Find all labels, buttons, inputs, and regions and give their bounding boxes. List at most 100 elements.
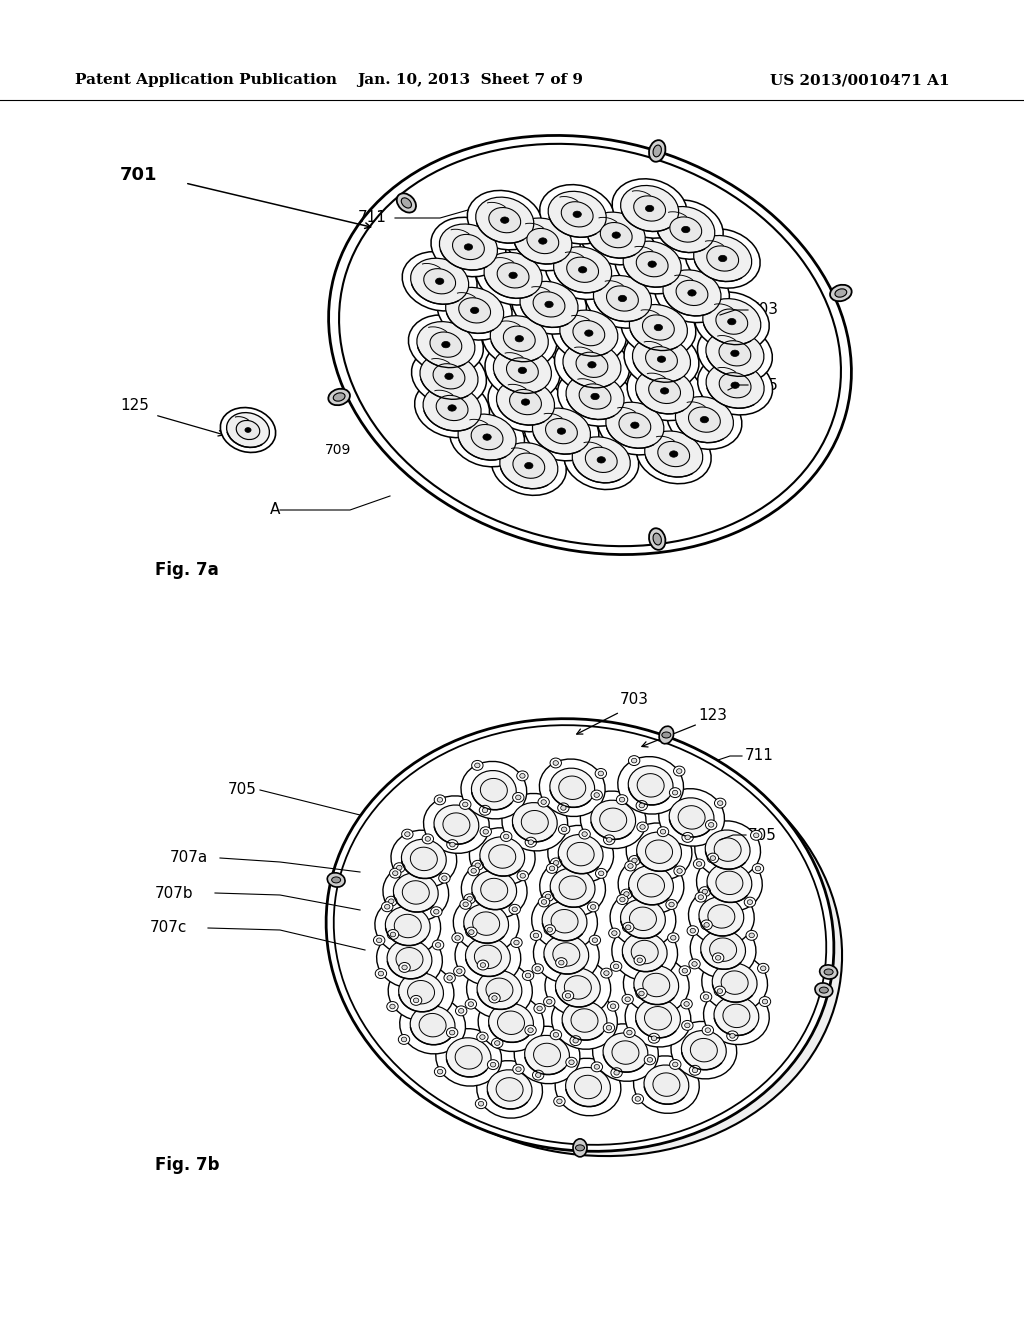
Ellipse shape xyxy=(657,826,669,837)
Ellipse shape xyxy=(707,362,764,408)
Ellipse shape xyxy=(631,940,658,964)
Ellipse shape xyxy=(629,866,674,904)
Ellipse shape xyxy=(597,396,673,455)
Ellipse shape xyxy=(542,902,587,941)
Ellipse shape xyxy=(485,341,560,400)
Ellipse shape xyxy=(457,969,462,973)
Ellipse shape xyxy=(504,834,509,838)
Ellipse shape xyxy=(420,354,478,400)
Ellipse shape xyxy=(520,281,579,327)
Ellipse shape xyxy=(521,810,548,834)
Ellipse shape xyxy=(653,145,662,157)
Ellipse shape xyxy=(648,261,656,268)
Ellipse shape xyxy=(625,990,691,1047)
Ellipse shape xyxy=(681,1031,726,1069)
Ellipse shape xyxy=(455,928,521,986)
Ellipse shape xyxy=(540,185,614,244)
Ellipse shape xyxy=(414,998,419,1003)
Ellipse shape xyxy=(666,899,677,909)
Ellipse shape xyxy=(399,962,411,973)
Ellipse shape xyxy=(702,298,761,345)
Ellipse shape xyxy=(607,1002,618,1011)
Ellipse shape xyxy=(586,447,617,473)
Ellipse shape xyxy=(600,223,632,248)
Ellipse shape xyxy=(411,847,437,871)
Ellipse shape xyxy=(727,1031,738,1040)
Ellipse shape xyxy=(703,994,709,999)
Ellipse shape xyxy=(591,904,596,909)
Ellipse shape xyxy=(657,441,689,467)
Ellipse shape xyxy=(532,408,591,454)
Ellipse shape xyxy=(422,834,433,843)
Ellipse shape xyxy=(579,206,653,265)
Ellipse shape xyxy=(572,321,605,346)
Ellipse shape xyxy=(484,252,542,298)
Ellipse shape xyxy=(581,791,646,849)
Ellipse shape xyxy=(446,975,453,981)
Ellipse shape xyxy=(446,1038,492,1077)
Ellipse shape xyxy=(671,1022,736,1078)
Ellipse shape xyxy=(453,235,484,260)
Ellipse shape xyxy=(394,915,421,937)
Ellipse shape xyxy=(762,999,768,1005)
Ellipse shape xyxy=(612,1041,639,1064)
Ellipse shape xyxy=(608,928,621,939)
Ellipse shape xyxy=(639,803,644,808)
Ellipse shape xyxy=(636,800,647,810)
Ellipse shape xyxy=(624,956,689,1014)
Ellipse shape xyxy=(398,1035,410,1044)
Ellipse shape xyxy=(480,779,507,801)
Ellipse shape xyxy=(624,242,681,288)
Ellipse shape xyxy=(674,766,685,776)
Ellipse shape xyxy=(444,374,454,379)
Ellipse shape xyxy=(404,832,410,837)
Ellipse shape xyxy=(412,347,486,407)
Ellipse shape xyxy=(462,862,527,919)
Ellipse shape xyxy=(603,1034,648,1072)
Ellipse shape xyxy=(694,292,769,351)
Ellipse shape xyxy=(618,413,651,438)
Ellipse shape xyxy=(697,355,772,414)
Ellipse shape xyxy=(551,909,578,933)
Ellipse shape xyxy=(463,803,468,807)
Ellipse shape xyxy=(392,871,398,875)
Ellipse shape xyxy=(548,825,613,883)
Ellipse shape xyxy=(557,428,565,434)
Ellipse shape xyxy=(620,797,625,803)
Ellipse shape xyxy=(574,1076,601,1098)
Ellipse shape xyxy=(696,862,701,866)
Ellipse shape xyxy=(625,997,631,1002)
Ellipse shape xyxy=(540,859,605,916)
Ellipse shape xyxy=(567,842,594,866)
Ellipse shape xyxy=(669,902,674,907)
Ellipse shape xyxy=(547,999,552,1005)
Ellipse shape xyxy=(432,940,443,950)
Text: Fig. 7b: Fig. 7b xyxy=(155,1156,219,1173)
Ellipse shape xyxy=(554,1097,565,1106)
Ellipse shape xyxy=(512,803,557,842)
Ellipse shape xyxy=(460,899,471,909)
Ellipse shape xyxy=(477,960,488,970)
Ellipse shape xyxy=(447,405,457,411)
Ellipse shape xyxy=(245,428,251,433)
Ellipse shape xyxy=(589,935,601,945)
Ellipse shape xyxy=(463,902,468,907)
Ellipse shape xyxy=(637,822,648,832)
Ellipse shape xyxy=(706,1028,711,1032)
Ellipse shape xyxy=(375,969,387,978)
Ellipse shape xyxy=(579,829,590,840)
Ellipse shape xyxy=(450,1030,455,1035)
Ellipse shape xyxy=(676,280,708,305)
Ellipse shape xyxy=(673,1063,678,1067)
Text: 705: 705 xyxy=(228,783,257,797)
Ellipse shape xyxy=(401,840,446,879)
Ellipse shape xyxy=(594,1064,600,1069)
Ellipse shape xyxy=(682,226,690,232)
Ellipse shape xyxy=(649,140,666,162)
Ellipse shape xyxy=(594,793,599,797)
Ellipse shape xyxy=(387,929,398,940)
Ellipse shape xyxy=(475,863,480,867)
Ellipse shape xyxy=(713,964,757,1002)
Ellipse shape xyxy=(532,964,544,974)
Ellipse shape xyxy=(622,994,634,1005)
